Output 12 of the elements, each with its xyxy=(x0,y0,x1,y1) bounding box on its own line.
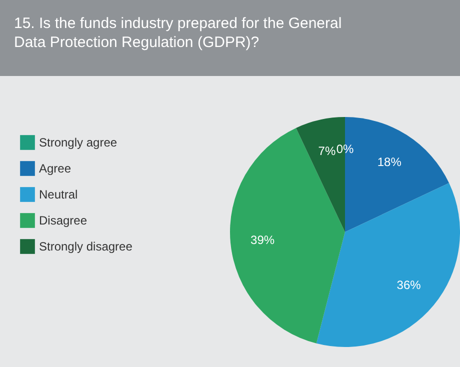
pie-slice xyxy=(316,183,460,347)
legend-label: Strongly disagree xyxy=(39,240,133,254)
legend-label: Agree xyxy=(39,162,72,176)
chart-title: 15. Is the funds industry prepared for the General Data Protection Regulation (GDPR)? xyxy=(14,15,342,51)
data-label: 18% xyxy=(377,155,402,170)
legend-label: Neutral xyxy=(39,188,78,202)
data-label: 36% xyxy=(396,278,422,292)
legend-label: Disagree xyxy=(39,214,88,228)
data-label: 7% xyxy=(318,144,336,158)
data-label: 39% xyxy=(250,232,275,247)
legend-label: Strongly agree xyxy=(39,136,118,150)
text: 0% xyxy=(336,142,354,156)
